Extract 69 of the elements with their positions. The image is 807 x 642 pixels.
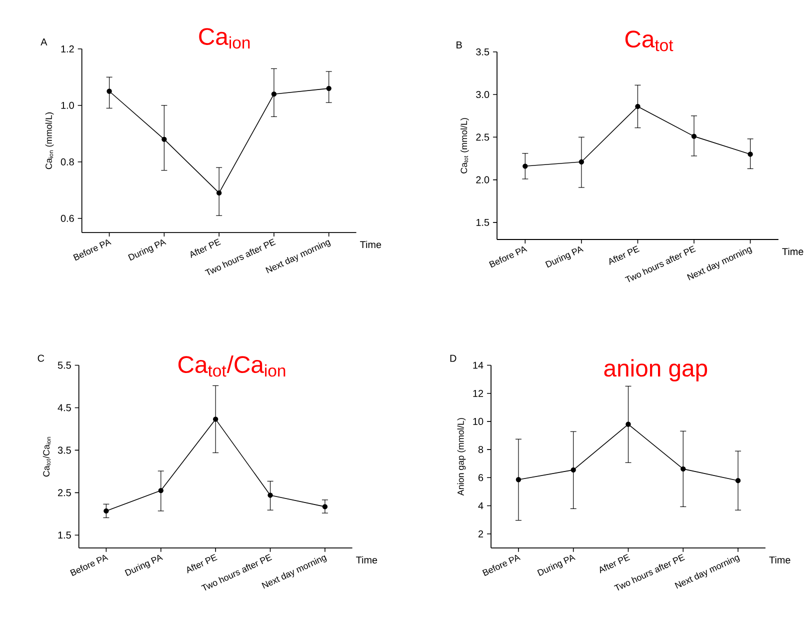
point xyxy=(104,508,109,514)
text: A xyxy=(40,38,48,46)
y-tick-label: 3.5 xyxy=(58,446,71,454)
y-axis-title: Ca$_{tot}$ (mmol/L) xyxy=(460,118,469,174)
x-tick-label: After PE xyxy=(609,246,640,266)
y-tick-label: 8 xyxy=(478,446,484,454)
y-tick-label: 1.2 xyxy=(61,46,74,52)
x-tick-label: After PE xyxy=(600,554,630,574)
x-tick-label: Before PA xyxy=(70,554,108,576)
point xyxy=(268,492,273,498)
x-tick-label: Before PA xyxy=(489,246,528,268)
x-axis-title: Time xyxy=(356,556,378,564)
x-tick-label: During PA xyxy=(124,554,164,576)
x-axis-title: Time xyxy=(360,240,382,248)
x-tick-label: During PA xyxy=(537,554,576,576)
chart-title: Ca$_{tot}$ xyxy=(625,30,674,52)
point xyxy=(635,104,640,110)
chart-title: Ca$_{ion}$ xyxy=(199,28,250,49)
x-tick-label: During PA xyxy=(128,240,166,261)
point xyxy=(516,477,522,482)
text: B xyxy=(456,42,462,49)
x-axis-title: Time xyxy=(769,556,790,564)
y-tick-label: 3.5 xyxy=(476,48,490,56)
y-tick-label: 1.5 xyxy=(58,532,71,539)
point xyxy=(748,152,753,157)
point xyxy=(522,164,528,169)
point xyxy=(216,190,222,196)
y-tick-label: 0.8 xyxy=(60,158,74,166)
point xyxy=(162,136,167,142)
point xyxy=(680,466,686,472)
point xyxy=(158,488,164,494)
y-tick-label: 3.0 xyxy=(476,91,490,98)
x-tick-label: After PE xyxy=(190,238,221,258)
point xyxy=(735,478,741,484)
point xyxy=(578,159,584,165)
y-tick-label: 1.0 xyxy=(61,102,74,110)
y-axis-title: Ca$_{tot}$/Ca$_{ion}$ xyxy=(42,437,51,477)
point xyxy=(271,92,277,97)
point xyxy=(691,134,697,140)
y-tick-label: 0.6 xyxy=(60,215,74,222)
y-tick-label: 4.5 xyxy=(58,404,71,412)
y-tick-label: 2.5 xyxy=(476,134,490,141)
text: C xyxy=(38,354,44,362)
x-tick-label: After PE xyxy=(187,554,218,574)
x-tick-label: During PA xyxy=(545,246,584,268)
point xyxy=(626,422,631,427)
chart-title: Ca$_{tot}$/Ca$_{ion}$ xyxy=(178,356,286,377)
y-axis-title: Anion gap (mmol/L) xyxy=(457,418,466,496)
y-tick-label: 2.0 xyxy=(476,176,490,184)
x-axis-title: Time xyxy=(782,248,804,256)
point xyxy=(326,86,332,92)
point xyxy=(570,467,576,473)
y-tick-label: 14 xyxy=(473,362,484,369)
y-tick-label: 5.5 xyxy=(58,362,71,369)
y-tick-label: 10 xyxy=(473,418,484,426)
y-tick-label: 12 xyxy=(473,390,484,397)
y-axis-title: Ca$_{ion}$ (mmol/L) xyxy=(45,112,54,170)
y-tick-label: 1.5 xyxy=(476,219,490,226)
x-tick-label: Before PA xyxy=(73,240,112,261)
text: D xyxy=(450,355,456,362)
x-tick-label: Before PA xyxy=(482,554,521,576)
point xyxy=(106,88,112,94)
y-tick-label: 2.5 xyxy=(58,489,71,496)
point xyxy=(322,504,328,510)
y-tick-label: 2 xyxy=(478,530,484,538)
y-tick-label: 4 xyxy=(478,502,484,510)
point xyxy=(212,416,218,422)
chart-title: anion gap xyxy=(604,359,708,382)
y-tick-label: 6 xyxy=(478,474,484,482)
